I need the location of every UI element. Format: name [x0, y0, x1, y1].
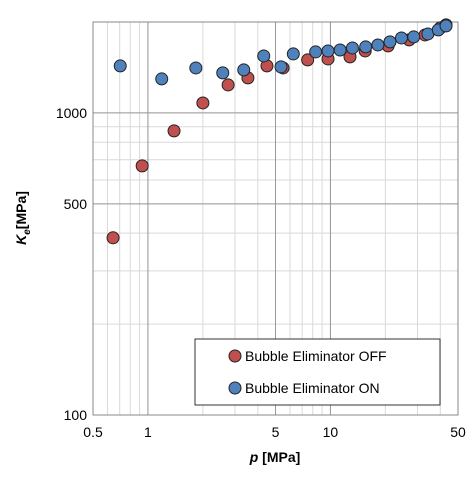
x-axis-label: p [MPa] — [249, 449, 301, 465]
point — [407, 30, 421, 44]
legend-marker — [228, 349, 242, 363]
point — [359, 40, 373, 54]
point — [321, 44, 335, 58]
point — [237, 63, 251, 77]
point — [113, 59, 127, 73]
x-tick-label: 1 — [144, 424, 152, 440]
legend-marker — [228, 381, 242, 395]
x-tick-label: 10 — [323, 424, 339, 440]
y-axis-label: Ke[MPa] — [13, 191, 33, 245]
point — [135, 159, 149, 173]
point — [439, 19, 453, 33]
point — [345, 41, 359, 55]
y-label-subscript: e — [22, 229, 33, 235]
legend-label: Bubble Eliminator ON — [245, 380, 380, 396]
point — [257, 49, 271, 63]
y-tick-label: 100 — [64, 407, 88, 423]
legend-label: Bubble Eliminator OFF — [245, 348, 387, 364]
plot-frame — [92, 21, 459, 416]
x-tick-label: 0.5 — [83, 424, 103, 440]
y-label-unit: [MPa] — [13, 191, 29, 229]
x-tick-label: 50 — [450, 424, 466, 440]
x-label-symbol: p — [249, 449, 259, 465]
point — [301, 53, 315, 67]
x-label-unit: [MPa] — [262, 449, 300, 465]
y-tick-label: 500 — [64, 196, 88, 212]
point — [216, 66, 230, 80]
y-label-symbol: K — [13, 234, 29, 245]
point — [155, 72, 169, 86]
point — [274, 60, 288, 74]
point — [383, 35, 397, 49]
point — [189, 61, 203, 75]
point — [309, 45, 323, 59]
y-tick-label: 1000 — [56, 105, 87, 121]
point — [196, 96, 210, 110]
point — [221, 78, 235, 92]
x-tick-label: 5 — [272, 424, 280, 440]
point — [371, 38, 385, 52]
point — [167, 124, 181, 138]
point — [333, 43, 347, 57]
point — [394, 31, 408, 45]
point — [106, 231, 120, 245]
point — [286, 47, 300, 61]
